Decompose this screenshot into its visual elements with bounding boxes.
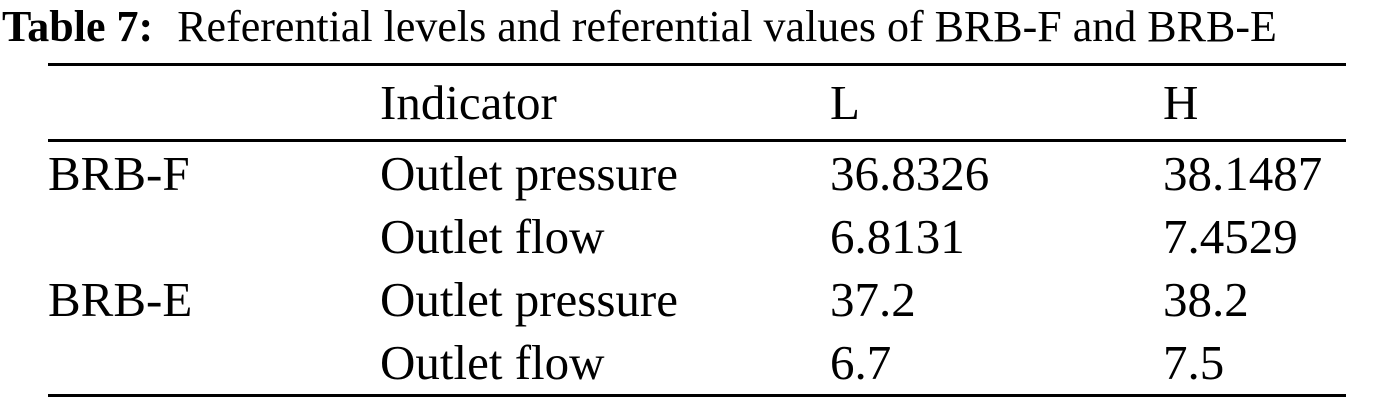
row-l-value-cell: 37.2 (830, 272, 916, 327)
row-l-value-cell: 36.8326 (830, 146, 990, 201)
header-cell-group (48, 65, 380, 141)
row-indicator-cell: Outlet pressure (380, 146, 678, 201)
table-caption-label: Table 7: (2, 2, 154, 51)
table-caption-text: Referential levels and referential value… (177, 2, 1277, 51)
table-row: Outlet flow 6.7 7.5 (48, 331, 1346, 396)
row-h-value-cell: 7.4529 (1163, 209, 1298, 264)
row-h-value-cell: 38.1487 (1163, 146, 1323, 201)
table-row: BRB-F Outlet pressure 36.8326 38.1487 (48, 141, 1346, 206)
row-h-value-cell: 38.2 (1163, 272, 1249, 327)
row-indicator-cell: Outlet pressure (380, 272, 678, 327)
row-l-value-cell: 6.8131 (830, 209, 965, 264)
row-indicator-cell: Outlet flow (380, 209, 605, 264)
row-l-value-cell: 6.7 (830, 335, 892, 390)
referential-values-table: Indicator L H BRB-F Outlet pressure 36.8… (48, 63, 1346, 397)
table-row: BRB-E Outlet pressure 37.2 38.2 (48, 268, 1346, 331)
row-h-value-cell: 7.5 (1163, 335, 1225, 390)
row-group-cell (48, 331, 380, 396)
table-caption: Table 7: Referential levels and referenti… (0, 0, 1383, 54)
header-cell-l: L (830, 75, 860, 130)
table-row: Outlet flow 6.8131 7.4529 (48, 205, 1346, 268)
row-group-cell: BRB-F (48, 146, 190, 201)
row-group-cell (48, 205, 380, 268)
row-indicator-cell: Outlet flow (380, 335, 605, 390)
row-group-cell: BRB-E (48, 272, 193, 327)
header-cell-h: H (1163, 75, 1199, 130)
table-header-row: Indicator L H (48, 65, 1346, 141)
header-cell-indicator: Indicator (380, 75, 557, 130)
